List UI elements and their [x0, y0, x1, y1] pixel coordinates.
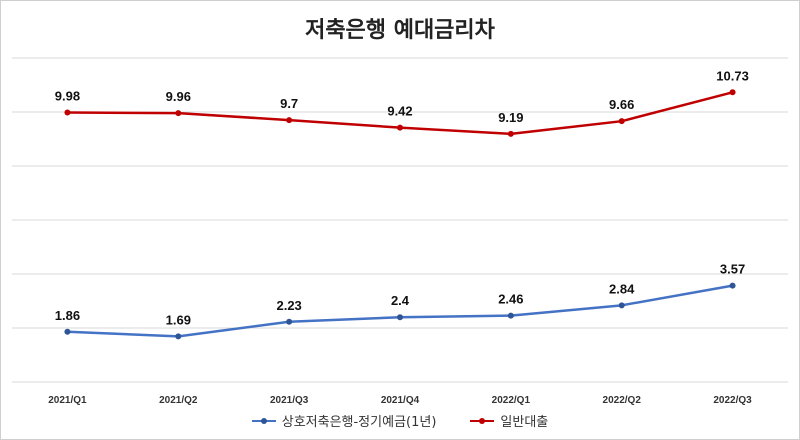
data-point	[64, 328, 71, 335]
data-label: 9.96	[166, 89, 191, 104]
data-label: 9.66	[609, 97, 634, 112]
data-label: 2.23	[276, 298, 301, 313]
data-label: 10.73	[716, 68, 749, 83]
data-point	[729, 282, 736, 289]
data-point	[286, 117, 293, 124]
x-tick-label: 2021/Q3	[270, 395, 309, 406]
data-point	[286, 318, 293, 325]
data-point	[618, 118, 625, 125]
data-label: 1.86	[55, 308, 80, 323]
legend-item-loan: 일반대출	[470, 411, 548, 430]
data-point	[397, 124, 403, 131]
x-tick-label: 2021/Q1	[48, 395, 87, 406]
x-tick-label: 2022/Q1	[492, 395, 531, 406]
data-point	[64, 109, 71, 116]
data-label: 9.98	[55, 89, 80, 104]
data-point	[618, 302, 625, 309]
data-point	[175, 110, 182, 117]
data-point	[729, 89, 736, 96]
data-label: 9.19	[498, 110, 523, 125]
x-tick-label: 2021/Q2	[159, 395, 198, 406]
x-tick-label: 2021/Q4	[381, 395, 420, 406]
legend-label-loan: 일반대출	[500, 415, 549, 430]
data-label: 3.57	[720, 262, 745, 277]
data-point	[507, 130, 514, 137]
legend-item-deposit: 상호저축은행-정기예금(1년)	[251, 411, 437, 430]
data-label: 9.42	[387, 104, 412, 119]
data-point	[397, 314, 403, 321]
data-point	[175, 333, 182, 340]
legend-swatch-deposit	[251, 416, 276, 426]
data-label: 1.69	[166, 312, 191, 327]
x-tick-label: 2022/Q2	[603, 395, 642, 406]
data-label: 2.4	[391, 293, 410, 308]
x-tick-label: 2022/Q3	[713, 395, 752, 406]
legend-swatch-loan	[470, 416, 495, 426]
data-label: 2.84	[609, 281, 635, 296]
legend-label-deposit: 상호저축은행-정기예금(1년)	[281, 415, 437, 430]
data-label: 2.46	[498, 292, 523, 307]
chart-title: 저축은행 예대금리차	[305, 18, 495, 43]
data-point	[507, 312, 514, 319]
chart-legend: 상호저축은행-정기예금(1년) 일반대출	[0, 411, 800, 430]
data-label: 9.7	[280, 96, 298, 111]
